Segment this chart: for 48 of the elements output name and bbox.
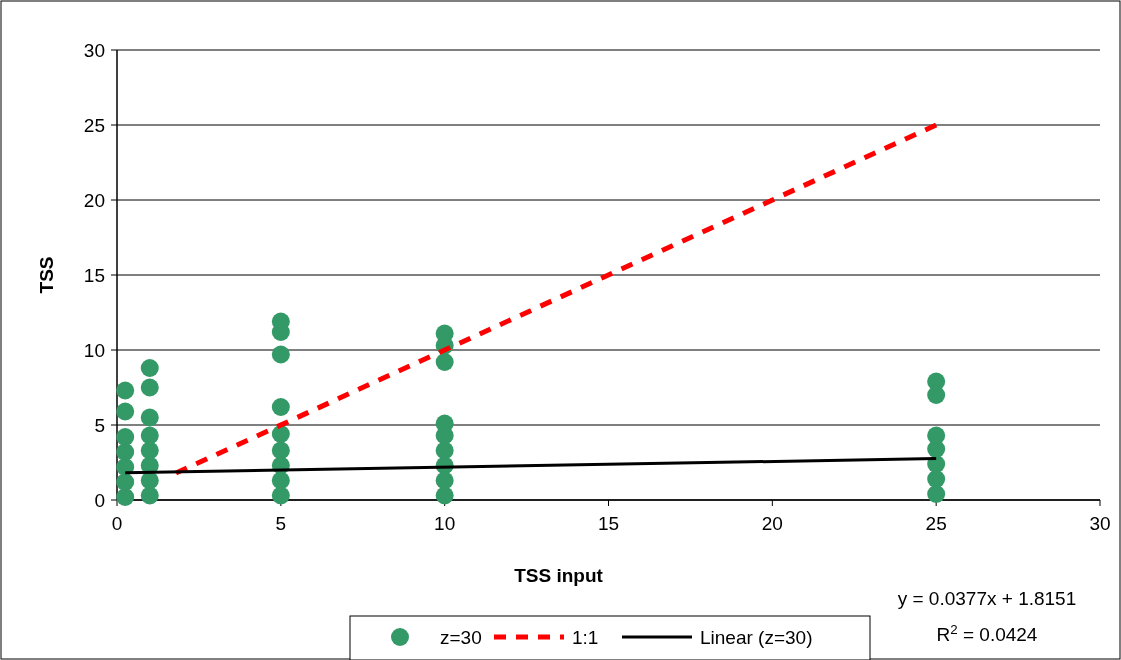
point (140, 378, 159, 397)
point (116, 488, 135, 506)
point (140, 359, 159, 377)
x-tick-label: 20 (761, 513, 783, 534)
point (140, 441, 159, 460)
point (435, 471, 454, 490)
text: y = 0.0377x + 1.8151 (897, 588, 1077, 609)
legend-label: Linear (z=30) (700, 627, 813, 648)
x-tick-label: 25 (925, 513, 947, 534)
x-tick-label: 5 (275, 513, 287, 534)
x-tick-label: 10 (434, 513, 456, 534)
point (116, 381, 135, 400)
point (140, 426, 159, 445)
x-tick-label: 30 (1089, 513, 1111, 534)
point (927, 372, 946, 391)
point (435, 441, 454, 460)
legend-label: 1:1 (572, 627, 599, 648)
point (271, 471, 290, 490)
point (140, 408, 159, 427)
y-tick-label: 25 (83, 114, 105, 136)
legend-label: z=30 (440, 627, 482, 648)
point (116, 473, 135, 491)
point (927, 470, 946, 488)
point (140, 486, 159, 505)
point (435, 353, 454, 371)
text: R$^{2}$ = 0.0424 (936, 621, 1038, 645)
point (140, 471, 159, 490)
x-tick-label: 15 (597, 513, 620, 534)
point (271, 425, 290, 443)
point (435, 486, 454, 505)
y-tick-label: 30 (83, 39, 105, 61)
point (271, 441, 290, 460)
point (116, 428, 135, 446)
point (271, 486, 290, 505)
x-axis-title: TSS input (514, 565, 604, 586)
point (116, 443, 135, 461)
x-tick-label: 0 (111, 513, 123, 534)
y-tick-label: 0 (94, 489, 105, 511)
y-tick-label: 15 (83, 264, 105, 286)
y-tick-label: 10 (83, 339, 105, 361)
y-tick-label: 5 (94, 414, 105, 436)
point (271, 345, 290, 364)
point (116, 402, 135, 421)
y-axis-title: TSS (36, 256, 57, 294)
point (927, 426, 946, 445)
point (927, 485, 946, 503)
y-tick-label: 20 (83, 189, 105, 211)
point (271, 398, 290, 416)
